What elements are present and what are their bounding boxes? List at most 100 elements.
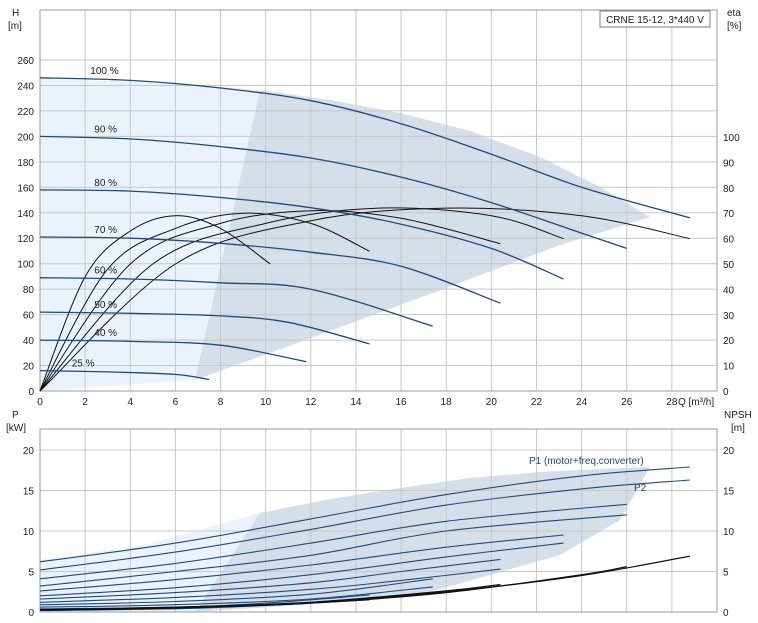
y2-axis-label-npsh: NPSH [724,410,752,421]
y2-tick-label: 10 [723,527,735,538]
y2-tick-label: 90 [723,158,735,169]
power-curve [39,586,433,608]
y-axis-unit-power: [kW] [6,423,26,434]
speed-label: 90 % [94,124,117,135]
speed-label: 80 % [94,178,117,189]
y2-tick-label: 20 [723,336,735,347]
y-tick-label: 0 [28,387,34,398]
speed-label: 60 % [94,266,117,277]
x-tick-label: 2 [82,397,88,408]
y-tick-label: 10 [23,527,35,538]
head-curve [39,311,370,345]
power-curve [39,558,501,600]
head-curve [39,339,307,363]
efficiency-curve [39,207,564,392]
speed-label: 40 % [94,328,117,339]
annotation-p1: P1 (motor+freq.converter) [529,456,644,467]
y2-tick-label: 60 [723,235,735,246]
y2-tick-label: 20 [723,446,735,457]
power-curve [39,568,501,603]
power-curve [39,542,564,597]
x-tick-label: 20 [486,397,498,408]
x-tick-label: 14 [350,397,362,408]
npsh-curve [39,583,501,611]
x-tick-label: 16 [396,397,408,408]
y-axis-label-head: H [12,8,19,19]
head-efficiency-plot: 0 2 4 6 8 10 12 14 16 18 20 22 24 26 28020406080100120… [8,8,742,408]
x-tick-label: 6 [173,397,179,408]
y2-tick-label: 30 [723,311,735,322]
y-tick-label: 260 [17,56,34,67]
y-tick-label: 0 [28,608,34,619]
y2-axis-label-eta: eta [727,8,741,19]
efficiency-curve [39,210,501,392]
x-tick-label: 26 [621,397,633,408]
y-tick-label: 200 [17,132,34,143]
y2-tick-label: 15 [723,487,735,498]
y-tick-label: 220 [17,107,34,118]
y-tick-label: 20 [23,362,35,373]
y-tick-label: 120 [17,234,34,245]
y-axis-label-power: P [12,410,19,421]
speed-label: 50 % [94,300,117,311]
y-tick-label: 5 [28,568,34,579]
x-tick-label: 4 [127,397,133,408]
chart-title-box: CRNE 15-12, 3*440 V [599,10,711,28]
power-curve [39,479,690,571]
y2-tick-label: 100 [723,133,740,144]
power-curve [39,578,433,606]
y-tick-label: 100 [17,260,34,271]
y2-tick-label: 0 [723,387,729,398]
bottom-curves [39,466,691,611]
x-tick-label: 24 [576,397,588,408]
y-tick-label: 240 [17,81,34,92]
top-curves [39,77,691,392]
y2-tick-label: 80 [723,184,735,195]
y-tick-label: 180 [17,158,34,169]
chart-title: CRNE 15-12, 3*440 V [606,15,704,26]
y-tick-label: 160 [17,183,34,194]
power-curve [39,466,690,563]
head-curve [39,77,691,219]
top-labels: 0 2 4 6 8 10 12 14 16 18 20 22 24 26 28020406080100120… [17,56,740,408]
x-tick-label: 12 [305,397,317,408]
x-tick-label: 10 [260,397,272,408]
bottom-labels: 0 5 10 15 20 0 5 10 15 20 [23,446,735,619]
y2-axis-unit-npsh: [m] [731,423,745,434]
y2-tick-label: 5 [723,568,729,579]
y-tick-label: 15 [23,487,35,498]
y-tick-label: 60 [23,311,35,322]
x-tick-label: 28 [666,397,678,408]
head-curve [39,189,564,280]
speed-label: 70 % [94,225,117,236]
y2-tick-label: 0 [723,608,729,619]
head-curve [39,369,210,381]
y-tick-label: 20 [23,446,35,457]
speed-label: 25 % [72,359,95,370]
head-curve [39,236,501,304]
x-tick-label: 18 [441,397,453,408]
y-tick-label: 40 [23,336,35,347]
head-curve [39,277,433,327]
y2-axis-unit-eta: [%] [727,21,742,32]
y-tick-label: 80 [23,285,35,296]
power-npsh-plot: 0 5 10 15 20 0 5 10 15 20 P [kW] NPSH [m] P1 (mot… [6,410,752,619]
x-tick-label: 0 [37,397,43,408]
annotation-p2: P2 [634,483,647,494]
efficiency-curve [39,212,370,392]
power-curve [39,534,564,592]
head-curve [39,135,627,250]
speed-label: 100 % [90,66,118,77]
y-tick-label: 140 [17,209,34,220]
power-curve [39,514,627,587]
x-tick-label: 22 [531,397,543,408]
y2-tick-label: 10 [723,362,735,373]
x-tick-label: 8 [218,397,224,408]
efficiency-curve [39,207,691,392]
power-curve [39,503,627,580]
y2-tick-label: 50 [723,260,735,271]
x-axis-label: Q [m³/h] [678,397,714,408]
y2-tick-label: 40 [723,285,735,296]
y2-tick-label: 70 [723,209,735,220]
